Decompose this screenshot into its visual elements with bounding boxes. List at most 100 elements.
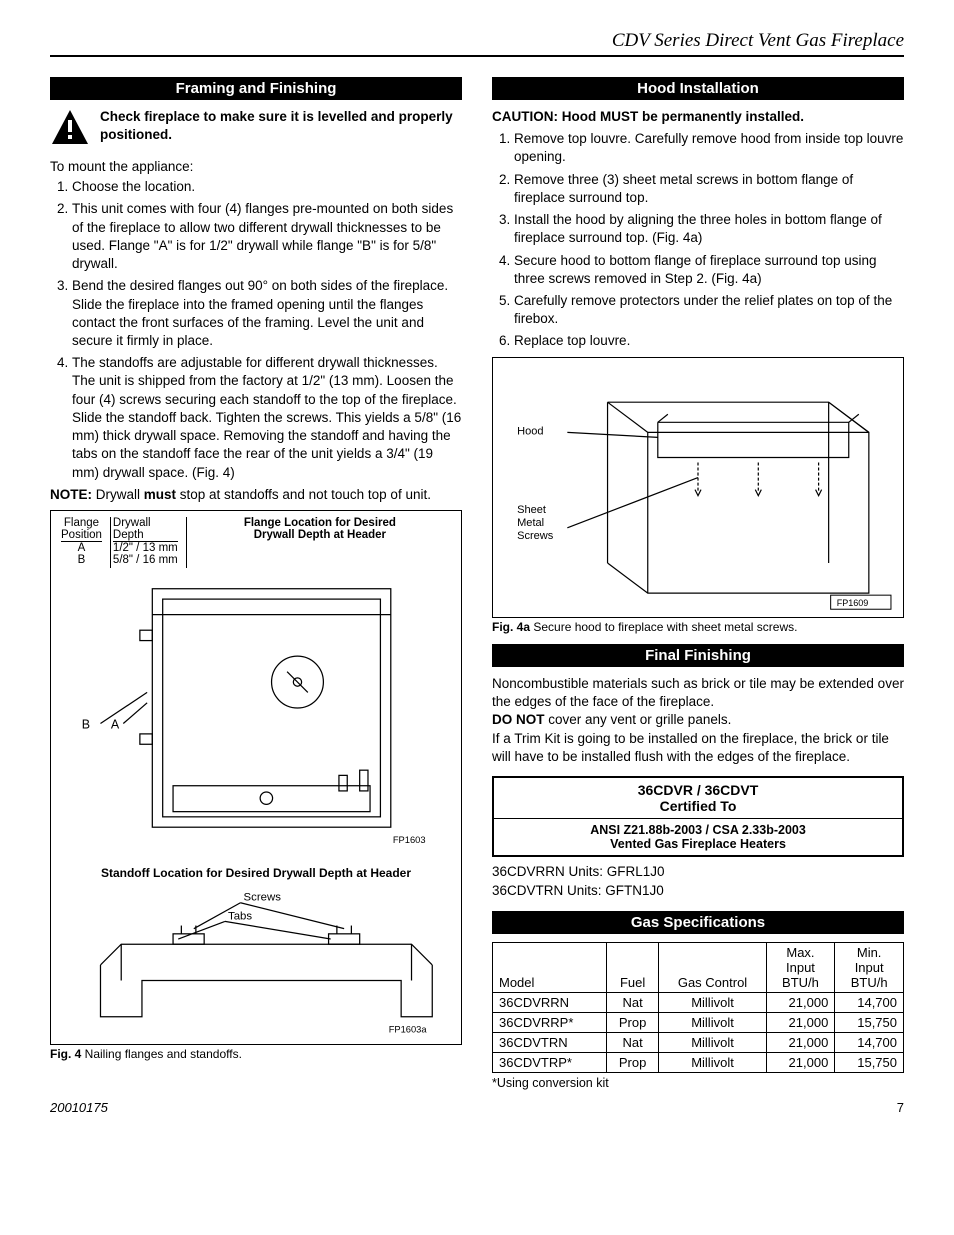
page-number: 7 [897, 1100, 904, 1115]
hood-drawing-icon: Hood Sheet Metal Screws FP1609 [497, 362, 899, 613]
cell-model: 36CDVRRN [493, 992, 607, 1012]
cell-min: 15,750 [835, 1012, 904, 1032]
fig4a-fpnum: FP1609 [837, 598, 869, 608]
doc-number: 20010175 [50, 1100, 108, 1115]
th-fuel: Fuel [606, 942, 659, 992]
th-min1: Min. [857, 945, 882, 960]
fig4a-screws-label2: Metal [517, 516, 544, 528]
fig4a-caption: Fig. 4a Secure hood to fireplace with sh… [492, 620, 904, 634]
cell-model: 36CDVRRP* [493, 1012, 607, 1032]
th-min2: Input [855, 960, 884, 975]
cell-max: 21,000 [766, 992, 835, 1012]
figure-4a-box: Hood Sheet Metal Screws FP1609 [492, 357, 904, 618]
th-max1: Max. [786, 945, 814, 960]
framing-section-bar: Framing and Finishing [50, 77, 462, 100]
list-item: Replace top louvre. [514, 332, 904, 350]
fig4-label-a: A [111, 718, 120, 732]
fig4-caption: Fig. 4 Nailing flanges and standoffs. [50, 1047, 462, 1061]
hood-caution: CAUTION: Hood MUST be permanently instal… [492, 108, 904, 126]
hood-section-bar: Hood Installation [492, 77, 904, 100]
page-footer: 20010175 7 [50, 1100, 904, 1115]
cert-line2: Certified To [660, 798, 737, 814]
conversion-note: *Using conversion kit [492, 1076, 904, 1090]
table-row: 36CDVRRP* Prop Millivolt 21,000 15,750 [493, 1012, 904, 1032]
final-section-bar: Final Finishing [492, 644, 904, 667]
cell-model: 36CDVTRP* [493, 1052, 607, 1072]
cell-max: 21,000 [766, 1052, 835, 1072]
note-text: Drywall [92, 487, 144, 502]
fig4-caption-text: Nailing flanges and standoffs. [81, 1047, 242, 1061]
certification-box: 36CDVR / 36CDVT Certified To ANSI Z21.88… [492, 776, 904, 857]
two-column-layout: Framing and Finishing Check fireplace to… [50, 77, 904, 1090]
fig4-caption-bold: Fig. 4 [50, 1047, 81, 1061]
th-max: Max. Input BTU/h [766, 942, 835, 992]
final-p1: Noncombustible materials such as brick o… [492, 675, 904, 711]
figure-4-box: Flange Position A B Drywall Depth 1/2" /… [50, 510, 462, 1045]
flange-col2-h1: Drywall [113, 517, 151, 529]
cert-line4: Vented Gas Fireplace Heaters [610, 837, 786, 851]
note-prefix: NOTE: [50, 487, 92, 502]
flange-row-b-pos: B [78, 554, 86, 566]
fig4a-screws-label1: Sheet [517, 503, 546, 515]
fig4a-caption-bold: Fig. 4a [492, 620, 530, 634]
cell-fuel: Nat [606, 992, 659, 1012]
left-column: Framing and Finishing Check fireplace to… [50, 77, 462, 1090]
list-item: This unit comes with four (4) flanges pr… [72, 200, 462, 273]
list-item: Remove top louvre. Carefully remove hood… [514, 130, 904, 166]
cell-control: Millivolt [659, 1012, 766, 1032]
fig4a-hood-label: Hood [517, 425, 543, 437]
cell-min: 15,750 [835, 1052, 904, 1072]
unit-line: 36CDVTRN Units: GFTN1J0 [492, 882, 904, 901]
cell-control: Millivolt [659, 1032, 766, 1052]
note-bold: must [144, 487, 176, 502]
list-item: Secure hood to bottom flange of fireplac… [514, 252, 904, 288]
page-header: CDV Series Direct Vent Gas Fireplace [50, 30, 904, 57]
fig4-fpnum: FP1603 [393, 835, 426, 845]
cell-model: 36CDVTRN [493, 1032, 607, 1052]
fig4-lower-fpnum: FP1603a [389, 1025, 428, 1035]
gas-table-body: 36CDVRRN Nat Millivolt 21,000 14,700 36C… [493, 992, 904, 1072]
flange-title: Flange Location for Desired Drywall Dept… [187, 517, 453, 568]
th-model: Model [493, 942, 607, 992]
th-control: Gas Control [659, 942, 766, 992]
hood-steps-list: Remove top louvre. Carefully remove hood… [492, 130, 904, 350]
drywall-note: NOTE: Drywall must stop at standoffs and… [50, 486, 462, 504]
cell-control: Millivolt [659, 1052, 766, 1072]
table-row: 36CDVRRN Nat Millivolt 21,000 14,700 [493, 992, 904, 1012]
cell-min: 14,700 [835, 1032, 904, 1052]
flange-col1-h1: Flange [64, 517, 99, 529]
flange-title-2: Drywall Depth at Header [254, 529, 386, 541]
gas-section-bar: Gas Specifications [492, 911, 904, 934]
cell-control: Millivolt [659, 992, 766, 1012]
warning-text: Check fireplace to make sure it is level… [100, 108, 462, 144]
warning-triangle-icon [50, 108, 90, 148]
fig4-label-b: B [82, 718, 90, 732]
flange-title-1: Flange Location for Desired [244, 517, 396, 529]
final-p3: If a Trim Kit is going to be installed o… [492, 730, 904, 766]
warning-block: Check fireplace to make sure it is level… [50, 108, 462, 148]
gas-spec-table: Model Fuel Gas Control Max. Input BTU/h … [492, 942, 904, 1073]
list-item: Bend the desired flanges out 90° on both… [72, 277, 462, 350]
note-suffix: stop at standoffs and not touch top of u… [176, 487, 431, 502]
header-title: CDV Series Direct Vent Gas Fireplace [612, 30, 904, 51]
list-item: Carefully remove protectors under the re… [514, 292, 904, 328]
cert-line1: 36CDVR / 36CDVT [638, 782, 759, 798]
th-max3: BTU/h [782, 975, 819, 990]
th-min: Min. Input BTU/h [835, 942, 904, 992]
mount-intro: To mount the appliance: [50, 158, 462, 176]
standoff-tabs-label: Tabs [228, 911, 252, 923]
th-min3: BTU/h [851, 975, 888, 990]
cell-min: 14,700 [835, 992, 904, 1012]
flange-table: Flange Position A B Drywall Depth 1/2" /… [59, 517, 453, 568]
unit-line: 36CDVRRN Units: GFRL1J0 [492, 863, 904, 882]
flange-row-a-pos: A [78, 542, 86, 554]
list-item: The standoffs are adjustable for differe… [72, 354, 462, 482]
cert-mid: ANSI Z21.88b-2003 / CSA 2.33b-2003 Vente… [494, 819, 902, 855]
fig4a-screws-label3: Screws [517, 530, 554, 542]
flange-row-b-depth: 5/8" / 16 mm [113, 554, 178, 566]
table-row: 36CDVTRP* Prop Millivolt 21,000 15,750 [493, 1052, 904, 1072]
cell-fuel: Nat [606, 1032, 659, 1052]
mount-steps-list: Choose the location. This unit comes wit… [50, 178, 462, 482]
cell-max: 21,000 [766, 1012, 835, 1032]
cell-max: 21,000 [766, 1032, 835, 1052]
